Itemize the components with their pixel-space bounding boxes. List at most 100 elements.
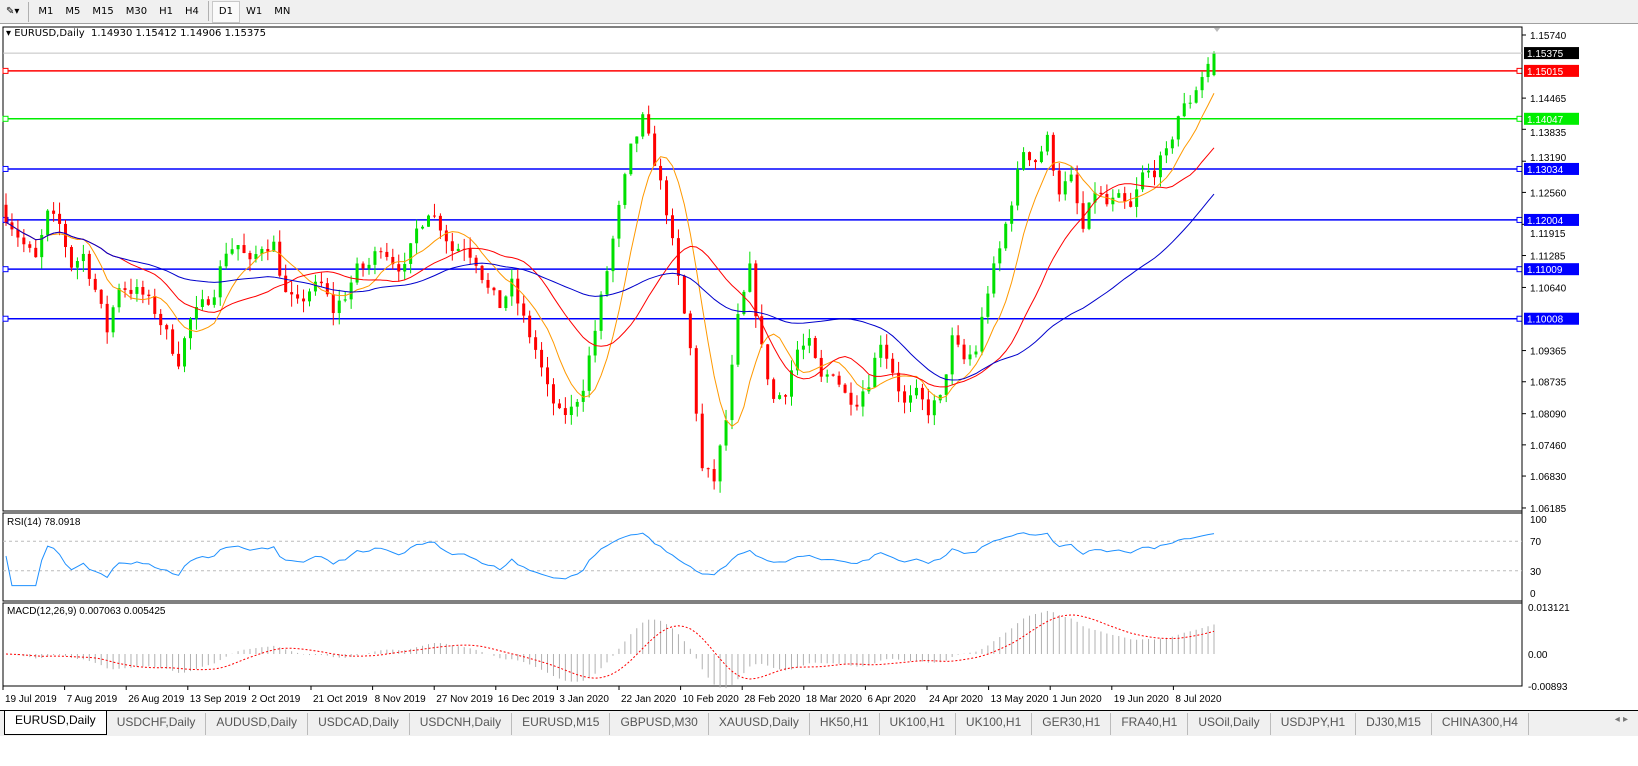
tab-dj30-m15[interactable]: DJ30,M15 xyxy=(1356,713,1432,735)
candle xyxy=(427,214,431,227)
candle xyxy=(153,288,157,319)
candle xyxy=(879,335,883,368)
timeframe-m15[interactable]: M15 xyxy=(92,6,114,17)
candle-body xyxy=(1117,193,1121,198)
date-tick-label: 24 Apr 2020 xyxy=(929,694,983,705)
candle-body xyxy=(159,313,163,326)
candle xyxy=(540,342,544,377)
line-studies-icon[interactable]: ✎▾ xyxy=(6,6,20,17)
candle xyxy=(641,112,645,140)
date-tick-label: 8 Jul 2020 xyxy=(1175,694,1222,705)
tab-audusd-daily[interactable]: AUDUSD,Daily xyxy=(206,713,309,735)
candle xyxy=(557,399,561,410)
candle xyxy=(676,229,680,285)
candle-body xyxy=(28,244,32,248)
candle-body xyxy=(421,226,425,229)
candle xyxy=(873,352,877,388)
tab-usoil-daily[interactable]: USOil,Daily xyxy=(1188,713,1271,735)
level-price-label-bg xyxy=(1524,312,1579,325)
candle-body xyxy=(1028,152,1032,161)
candle xyxy=(206,296,210,306)
timeframe-m5[interactable]: M5 xyxy=(65,6,81,17)
tab-eurusd-m15[interactable]: EURUSD,M15 xyxy=(512,713,611,735)
level-price-label-bg xyxy=(1524,213,1579,226)
candle xyxy=(135,279,139,302)
candle xyxy=(1069,166,1073,183)
candle xyxy=(807,329,811,354)
candle-body xyxy=(1212,53,1216,76)
candle xyxy=(403,252,407,280)
candle-body xyxy=(474,257,478,266)
candle-body xyxy=(736,314,740,365)
date-tick-label: 16 Dec 2019 xyxy=(498,694,555,705)
candle-body xyxy=(296,294,300,299)
candle-body xyxy=(682,275,686,314)
tab-eurusd-daily[interactable]: EURUSD,Daily xyxy=(4,711,107,735)
level-handle-left xyxy=(2,165,9,172)
candle xyxy=(1111,189,1115,212)
timeframe-h1[interactable]: H1 xyxy=(159,6,174,17)
candle xyxy=(272,235,276,252)
toolbar-separator xyxy=(28,1,30,22)
tab-usdcad-daily[interactable]: USDCAD,Daily xyxy=(308,713,410,735)
timeframe-h4[interactable]: H4 xyxy=(185,6,199,17)
candle xyxy=(165,323,169,340)
candle xyxy=(1200,71,1204,99)
date-tick-label: 27 Nov 2019 xyxy=(436,694,493,705)
timeframe-mn[interactable]: MN xyxy=(274,6,291,17)
candle-body xyxy=(837,375,841,385)
candle xyxy=(105,295,109,344)
level-price-label-bg xyxy=(1524,162,1579,175)
candle xyxy=(1057,163,1061,202)
level-price-label: 1.11009 xyxy=(1527,265,1563,276)
candle-body xyxy=(789,370,793,397)
tab-usdchf-daily[interactable]: USDCHF,Daily xyxy=(107,713,207,735)
timeframe-w1[interactable]: W1 xyxy=(245,6,263,17)
candle xyxy=(486,273,490,294)
candle xyxy=(10,213,14,236)
candle-body xyxy=(706,468,710,470)
candle xyxy=(992,256,996,298)
chart-canvas[interactable]: 1.15740 1.14465 1.13835 1.13190 1.12560 1.119… xyxy=(0,24,1638,710)
tab-usdcnh-daily[interactable]: USDCNH,Daily xyxy=(410,713,513,735)
candle xyxy=(87,250,91,286)
candle xyxy=(307,288,311,307)
date-tick-label: 22 Jan 2020 xyxy=(621,694,676,705)
tab-scroll-arrows[interactable]: ◂ ▸ xyxy=(1614,714,1628,725)
timeframe-m30[interactable]: M30 xyxy=(125,6,148,17)
candle-body xyxy=(147,294,151,297)
candle-body xyxy=(1158,155,1162,178)
candle-body xyxy=(337,300,341,314)
timeframe-m1[interactable]: M1 xyxy=(38,6,54,17)
tab-uk100-h1[interactable]: UK100,H1 xyxy=(956,713,1033,735)
candle-body xyxy=(397,264,401,272)
candle-body xyxy=(784,395,788,397)
candle xyxy=(611,235,615,283)
rsi-title: RSI(14) 78.0918 xyxy=(7,517,81,528)
candle-body xyxy=(319,281,323,284)
candle-body xyxy=(688,313,692,349)
tab-fra40-h1[interactable]: FRA40,H1 xyxy=(1111,713,1189,735)
candle-body xyxy=(528,315,532,338)
tab-ger30-h1[interactable]: GER30,H1 xyxy=(1032,713,1112,735)
candle-body xyxy=(188,318,192,339)
date-tick-label: 7 Aug 2019 xyxy=(67,694,118,705)
timeframe-d1[interactable]: D1 xyxy=(211,0,240,23)
candle xyxy=(962,338,966,365)
candle xyxy=(1010,201,1014,232)
level-price-label: 1.10008 xyxy=(1527,315,1564,326)
candle xyxy=(75,257,79,280)
candle-body xyxy=(480,265,484,280)
tab-gbpusd-m30[interactable]: GBPUSD,M30 xyxy=(610,713,709,735)
tab-china300-h4[interactable]: CHINA300,H4 xyxy=(1432,713,1529,735)
tab-hk50-h1[interactable]: HK50,H1 xyxy=(810,713,880,735)
date-tick-label: 2 Oct 2019 xyxy=(251,694,300,705)
tab-uk100-h1[interactable]: UK100,H1 xyxy=(880,713,956,735)
candle xyxy=(766,343,770,386)
candle-body xyxy=(52,210,56,214)
tab-xauusd-daily[interactable]: XAUUSD,Daily xyxy=(709,713,810,735)
candle xyxy=(623,172,627,209)
candle-body xyxy=(742,291,746,315)
candle xyxy=(1194,86,1198,104)
tab-usdjpy-h1[interactable]: USDJPY,H1 xyxy=(1271,713,1357,735)
